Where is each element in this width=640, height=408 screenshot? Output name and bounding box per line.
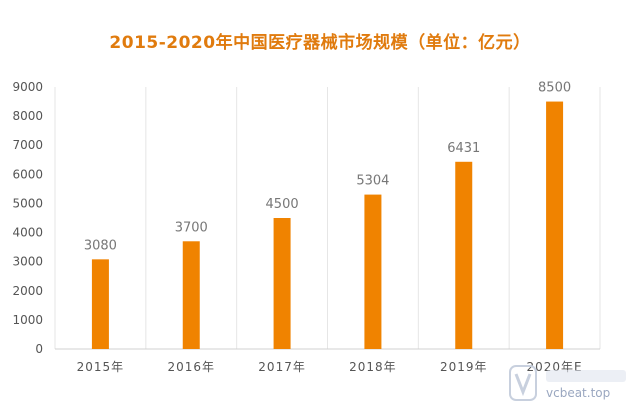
y-tick-label: 9000 [12, 80, 43, 94]
data-label: 3080 [84, 238, 117, 253]
bar [91, 259, 109, 349]
x-tick-label: 2018年 [349, 360, 397, 374]
x-tick-label: 2015年 [77, 360, 125, 374]
y-tick-label: 5000 [12, 196, 43, 210]
x-tick-label: 2017年 [258, 360, 306, 374]
chart-title: 2015-2020年中国医疗器械市场规模（单位：亿元） [109, 33, 531, 53]
y-tick-label: 7000 [12, 138, 43, 152]
y-tick-label: 1000 [12, 313, 43, 327]
y-tick-label: 0 [35, 342, 43, 356]
bar [182, 241, 200, 349]
x-tick-label: 2019年 [440, 360, 488, 374]
watermark-text: vcbeat.top [546, 386, 611, 400]
data-label: 8500 [538, 81, 571, 96]
data-label: 3700 [175, 220, 208, 235]
y-tick-label: 6000 [12, 167, 43, 181]
data-label: 5304 [356, 174, 389, 189]
y-tick-label: 4000 [12, 226, 43, 240]
bar [273, 218, 291, 349]
bar [546, 101, 564, 349]
y-tick-label: 3000 [12, 255, 43, 269]
bar [455, 161, 473, 349]
data-label: 4500 [266, 197, 299, 212]
data-label: 6431 [447, 141, 480, 156]
bar [364, 194, 382, 349]
x-tick-label: 2016年 [167, 360, 215, 374]
vcbeat-logo-icon [509, 365, 626, 401]
y-tick-label: 8000 [12, 109, 43, 123]
y-tick-label: 2000 [12, 284, 43, 298]
